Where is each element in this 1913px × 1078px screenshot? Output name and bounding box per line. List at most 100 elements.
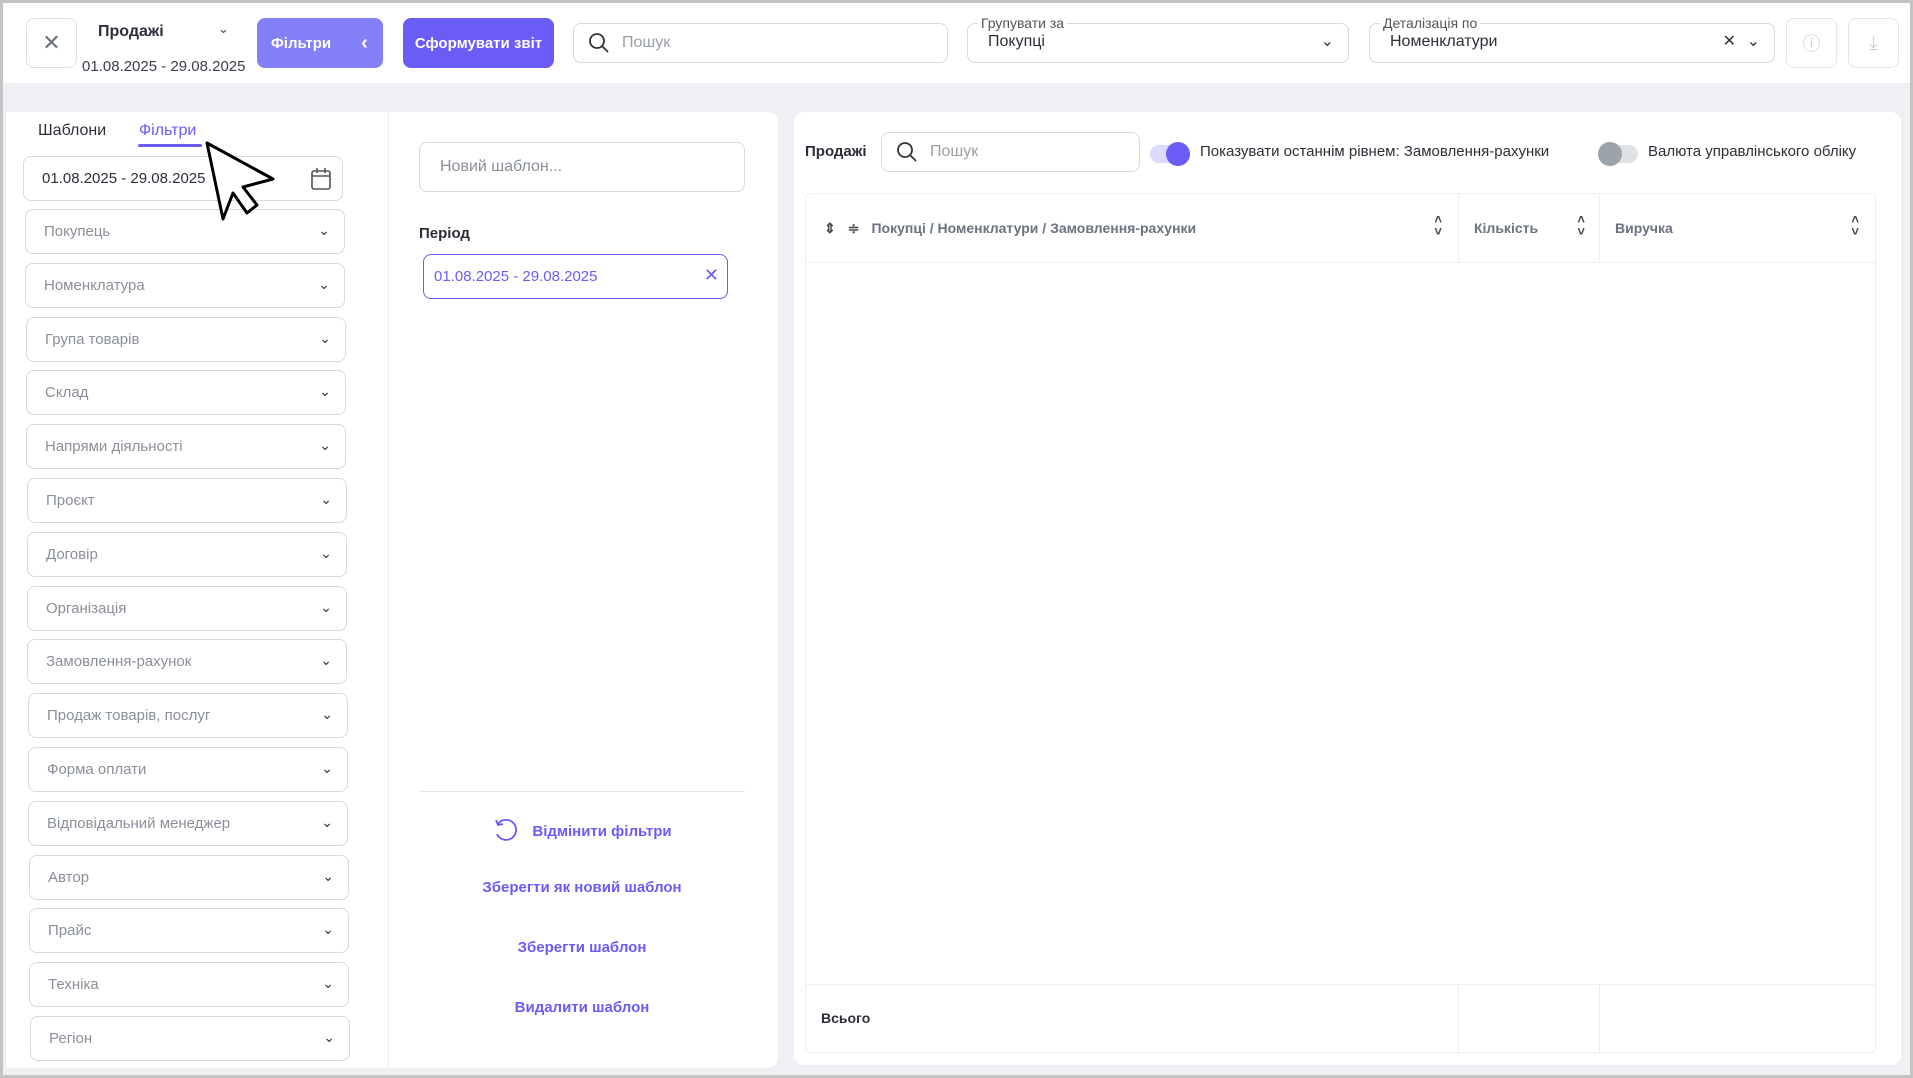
filter-select[interactable]: Договір ⌄	[27, 532, 347, 577]
chevron-down-icon: ⌄	[322, 868, 334, 884]
chevron-down-icon: ⌄	[319, 437, 331, 453]
delete-template-button[interactable]: Видалити шаблон	[514, 999, 650, 1016]
filter-select[interactable]: Замовлення-рахунок ⌄	[27, 639, 347, 684]
column-title: Покупці / Номенклатури / Замовлення-раху…	[871, 220, 1197, 236]
filter-label: Організація	[46, 600, 127, 617]
chevron-down-icon: ⌄	[319, 383, 331, 399]
info-button[interactable]: ⓘ	[1786, 18, 1837, 68]
group-by-value: Покупці	[988, 33, 1045, 50]
filter-label: Автор	[48, 869, 90, 886]
search-placeholder: Пошук	[622, 34, 671, 51]
filter-select[interactable]: Проєкт ⌄	[27, 478, 347, 523]
actions-divider	[419, 791, 745, 792]
report-search-placeholder: Пошук	[930, 143, 979, 160]
top-toolbar: ✕ Продажі ⌄ 01.08.2025 - 29.08.2025 Філь…	[3, 3, 1910, 83]
period-chip[interactable]: 01.08.2025 - 29.08.2025 ✕	[423, 254, 728, 299]
filter-label: Форма оплати	[47, 761, 147, 778]
table-footer: Всього	[806, 984, 1875, 1053]
filter-label: Проєкт	[46, 492, 95, 509]
filters-label: Фільтри	[271, 34, 332, 52]
info-icon: ⓘ	[1802, 34, 1821, 54]
filter-select[interactable]: Покупець ⌄	[25, 209, 345, 254]
column-header-revenue[interactable]: Виручка ˄ ˅	[1599, 194, 1875, 263]
filters-toggle-button[interactable]: Фільтри ‹	[257, 18, 383, 68]
filter-select[interactable]: Номенклатура ⌄	[25, 263, 345, 308]
group-by-select[interactable]: Групувати за Покупці ⌄	[967, 15, 1349, 63]
currency-toggle[interactable]	[1598, 142, 1638, 166]
chevron-down-icon: ⌄	[319, 330, 331, 346]
detail-by-select[interactable]: Деталізація по Номенклатури ✕ ⌄	[1369, 15, 1775, 63]
calendar-icon[interactable]	[310, 167, 332, 191]
chevron-down-icon: ⌄	[322, 921, 334, 937]
chevron-down-icon: ⌄	[320, 545, 332, 561]
chevron-down-icon: ⌄	[320, 652, 332, 668]
toggle-knob	[1598, 142, 1622, 166]
filter-select[interactable]: Відповідальний менеджер ⌄	[28, 801, 348, 846]
search-icon	[897, 142, 917, 162]
filter-select[interactable]: Регіон ⌄	[30, 1016, 350, 1061]
group-by-label: Групувати за	[978, 15, 1068, 31]
expand-all-icon[interactable]: ⇕	[824, 219, 836, 236]
chevron-down-icon: ⌄	[318, 222, 330, 238]
filter-select[interactable]: Прайс ⌄	[29, 908, 349, 953]
tab-filters[interactable]: Фільтри	[139, 122, 197, 139]
sort-icon[interactable]: ˄ ˅	[1577, 212, 1585, 239]
filter-label: Техніка	[48, 976, 99, 993]
filter-select[interactable]: Форма оплати ⌄	[28, 747, 348, 792]
download-icon: ⤓	[1869, 32, 1878, 53]
mouse-cursor-icon	[205, 141, 275, 221]
tab-templates[interactable]: Шаблони	[38, 122, 107, 139]
report-card	[794, 112, 1901, 1065]
report-search-input[interactable]: Пошук	[881, 132, 1140, 172]
report-table: ⇕ ≑ Покупці / Номенклатури / Замовлення-р…	[805, 193, 1876, 1053]
filter-label: Продаж товарів, послуг	[47, 707, 211, 724]
filter-select[interactable]: Продаж товарів, послуг ⌄	[28, 693, 348, 738]
column-title: Кількість	[1474, 220, 1539, 236]
column-header-grouping[interactable]: ⇕ ≑ Покупці / Номенклатури / Замовлення-р…	[806, 194, 1458, 263]
close-button[interactable]: ✕	[26, 18, 77, 68]
report-title[interactable]: Продажі	[98, 23, 164, 40]
search-input[interactable]: Пошук	[573, 23, 948, 63]
download-button[interactable]: ⤓	[1848, 18, 1899, 68]
column-header-quantity[interactable]: Кількість ˄ ˅	[1458, 194, 1599, 263]
filter-label: Склад	[45, 384, 89, 401]
total-label: Всього	[821, 1010, 871, 1026]
new-template-placeholder: Новий шаблон...	[440, 158, 563, 175]
new-template-input[interactable]: Новий шаблон...	[419, 142, 745, 192]
chevron-down-icon[interactable]: ⌄	[218, 21, 229, 36]
generate-report-button[interactable]: Сформувати звіт	[403, 18, 554, 68]
chevron-down-icon: ⌄	[321, 760, 333, 776]
filter-label: Відповідальний менеджер	[47, 815, 231, 832]
filter-select[interactable]: Автор ⌄	[29, 855, 349, 900]
chevron-down-icon: ⌄	[320, 599, 332, 615]
column-divider	[1458, 985, 1459, 1053]
clear-icon[interactable]: ✕	[1722, 33, 1736, 50]
report-date-range: 01.08.2025 - 29.08.2025	[82, 58, 246, 75]
filter-label: Напрями діяльності	[45, 438, 183, 455]
reset-filters-label: Відмінити фільтри	[532, 822, 672, 840]
date-range-input[interactable]: 01.08.2025 - 29.08.2025	[23, 156, 343, 201]
panel-divider	[388, 112, 389, 1072]
filter-select[interactable]: Група товарів ⌄	[26, 317, 346, 362]
filter-select[interactable]: Напрями діяльності ⌄	[26, 424, 346, 469]
reset-filters-button[interactable]: Відмінити фільтри	[419, 817, 745, 845]
filter-label: Група товарів	[45, 331, 140, 348]
filter-label: Покупець	[44, 223, 111, 240]
sort-icon[interactable]: ˄ ˅	[1434, 212, 1442, 239]
save-as-new-template-button[interactable]: Зберегти як новий шаблон	[482, 879, 682, 896]
collapse-all-icon[interactable]: ≑	[847, 219, 860, 236]
sort-icon[interactable]: ˄ ˅	[1851, 212, 1859, 239]
save-template-button[interactable]: Зберегти шаблон	[517, 939, 647, 956]
clear-period-icon[interactable]: ✕	[703, 265, 719, 285]
last-level-toggle[interactable]	[1150, 142, 1190, 166]
chevron-down-icon: ⌄	[1746, 33, 1760, 50]
filter-select[interactable]: Організація ⌄	[27, 586, 347, 631]
filter-label: Номенклатура	[44, 277, 145, 294]
chevron-down-icon: ⌄	[321, 706, 333, 722]
chevron-down-icon: ⌄	[318, 276, 330, 292]
filter-label: Договір	[46, 546, 98, 563]
chevron-down-icon: ⌄	[322, 975, 334, 991]
active-tab-indicator	[138, 144, 202, 147]
filter-select[interactable]: Склад ⌄	[26, 370, 346, 415]
filter-select[interactable]: Техніка ⌄	[29, 962, 349, 1007]
